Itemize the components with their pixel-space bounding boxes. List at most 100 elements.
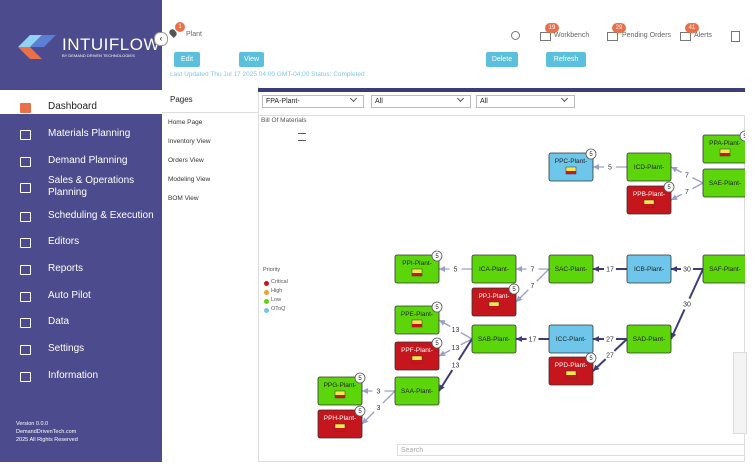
edge-label: 13 <box>452 327 460 334</box>
nav-icon[interactable] <box>607 32 618 41</box>
node-icon-bar <box>335 428 345 431</box>
legend-dot <box>264 299 269 304</box>
edge-label: 7 <box>531 283 535 290</box>
menu-item[interactable]: Editors <box>48 236 80 247</box>
edge-label-bg <box>449 263 462 275</box>
node-label: ICB-Plant- <box>634 266 664 273</box>
edge-label: 7 <box>531 267 535 274</box>
filter-select[interactable]: All <box>371 95 471 108</box>
edge-label: 17 <box>606 267 614 274</box>
node[interactable] <box>548 254 594 284</box>
plant-label: Plant <box>186 31 202 38</box>
menu-icon <box>20 103 31 113</box>
node-label: PPE-Plant- <box>401 311 433 318</box>
arrow-head <box>516 266 522 272</box>
logo: INTUIFLOW <box>62 35 160 54</box>
page-link[interactable]: Orders View <box>168 157 204 164</box>
nav-icon[interactable] <box>680 32 691 41</box>
edge-label: 7 <box>685 173 689 180</box>
collapse-button[interactable]: ‹ <box>154 32 168 46</box>
search-icon[interactable] <box>511 31 520 40</box>
action-button[interactable]: Delete <box>486 52 518 67</box>
arrow-head <box>593 364 600 371</box>
node-label: PPD-Plant- <box>555 362 588 369</box>
node-badge-text: 5 <box>743 134 745 140</box>
node-label: SAD-Plant- <box>633 336 666 343</box>
action-button[interactable]: Refresh <box>546 52 586 67</box>
nav-label[interactable]: Alerts <box>694 32 712 39</box>
node[interactable] <box>702 254 745 284</box>
edge-label: 5 <box>608 165 612 172</box>
nav-badge: 19 <box>545 23 559 33</box>
edge-label-bg <box>372 385 385 397</box>
search-box[interactable]: Search <box>397 444 745 456</box>
page-link[interactable]: Home Page <box>168 119 203 126</box>
edge-label-bg <box>526 279 539 292</box>
menu-item[interactable]: Scheduling & Execution <box>48 210 154 221</box>
filter-select[interactable]: FPA-Plant- <box>262 95 364 108</box>
edge-label: 17 <box>529 337 537 344</box>
edge-label: 27 <box>606 353 614 360</box>
menu-item[interactable]: Sales & Operations Planning <box>48 175 135 198</box>
menu-item[interactable]: Materials Planning <box>48 128 131 139</box>
edge-label: 7 <box>685 189 689 196</box>
node-label: PPA-Plant- <box>709 140 741 147</box>
filter-select[interactable]: All <box>476 95 575 108</box>
menu-item[interactable]: Settings <box>48 343 85 354</box>
edge-label: 3 <box>377 389 381 396</box>
node[interactable] <box>471 254 517 284</box>
menu-item[interactable]: Dashboard <box>48 101 97 112</box>
legend-dot <box>264 308 269 313</box>
node-label: ICC-Plant- <box>556 336 586 343</box>
zoom-controls[interactable] <box>297 445 329 455</box>
legend-label: Critical <box>271 279 288 285</box>
legend-label: Low <box>271 297 282 303</box>
node[interactable] <box>548 324 594 354</box>
node[interactable] <box>702 168 745 198</box>
edge-label-bg <box>681 263 693 275</box>
action-button[interactable]: View <box>239 52 264 67</box>
arrow-head <box>593 336 599 342</box>
menu-item[interactable]: Information <box>48 370 99 381</box>
edge-label-bg <box>449 341 462 354</box>
nav-label[interactable]: Pending Orders <box>622 32 672 39</box>
node-label: PPG-Plant- <box>324 382 357 389</box>
edge-label-bg <box>449 359 462 371</box>
node[interactable] <box>394 376 440 406</box>
node-label: PPB-Plant- <box>633 191 665 198</box>
menu-item[interactable]: Reports <box>48 263 84 274</box>
node-badge-text: 5 <box>512 287 516 293</box>
node[interactable] <box>626 152 672 182</box>
page-link[interactable]: Modeling View <box>168 176 211 183</box>
node-icon-bar <box>412 360 422 363</box>
pages-title: Pages <box>170 95 193 104</box>
node[interactable] <box>471 324 517 354</box>
plant-badge: 1 <box>175 22 185 32</box>
page-link[interactable]: Inventory View <box>168 138 211 145</box>
node[interactable] <box>626 254 672 284</box>
legend-dot <box>264 290 269 295</box>
node-badge <box>508 283 520 295</box>
sidebar <box>0 0 162 462</box>
edge-label-bg <box>604 333 616 345</box>
arrow-head <box>671 266 677 272</box>
nav-label[interactable]: Workbench <box>554 32 590 39</box>
arrow-head <box>671 194 678 200</box>
pages-rule <box>162 112 258 113</box>
node[interactable] <box>626 324 672 354</box>
menu-icon <box>20 157 31 167</box>
action-button[interactable]: Edit <box>174 52 200 67</box>
nav-icon[interactable] <box>540 32 551 41</box>
edge-label-bg <box>681 185 693 198</box>
node-badge-text: 5 <box>435 341 439 347</box>
menu-item[interactable]: Data <box>48 316 70 327</box>
node-badge-text: 5 <box>358 376 362 382</box>
legend-label: High <box>271 288 283 294</box>
page-link[interactable]: BOM View <box>168 195 199 202</box>
menu-button[interactable] <box>298 133 306 141</box>
menu-item[interactable]: Demand Planning <box>48 155 128 166</box>
menu-item[interactable]: Auto Pilot <box>48 290 91 301</box>
clipboard-icon[interactable] <box>731 31 740 42</box>
node-badge <box>585 352 597 364</box>
footer-text: Version 0.0.0 <box>16 421 49 427</box>
